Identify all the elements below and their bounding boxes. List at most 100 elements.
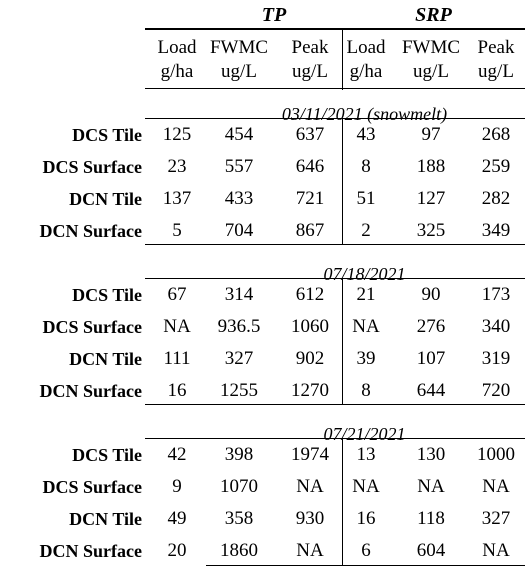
table-cell: 721: [295, 188, 325, 209]
row-label: DCN Surface: [39, 381, 142, 401]
row-label: DCS Surface: [42, 317, 143, 337]
table-cell: 1255: [220, 380, 258, 401]
row-label: DCN Surface: [39, 221, 142, 241]
table-cell: 259: [481, 156, 511, 177]
table-cell: 42: [167, 444, 187, 465]
top-rule: [145, 28, 525, 30]
table-cell: 604: [416, 540, 446, 561]
table-cell: 8: [361, 156, 371, 177]
table-cell: 23: [167, 156, 187, 177]
table-cell: 327: [224, 348, 254, 369]
table-cell: 454: [224, 124, 254, 145]
table-cell: NA: [482, 540, 510, 561]
table-cell: 137: [162, 188, 192, 209]
table-cell: 1860: [220, 540, 258, 561]
group-header-srp: SRP: [415, 4, 452, 26]
table-cell: 398: [224, 444, 254, 465]
group-separator: [342, 438, 343, 565]
row-label: DCS Tile: [72, 125, 142, 145]
table-cell: 902: [295, 348, 325, 369]
table-cell: NA: [163, 316, 191, 337]
table-cell: 6: [361, 540, 371, 561]
section-date: 07/21/2021: [323, 424, 406, 444]
column-header-unit: g/ha: [160, 61, 194, 82]
column-header-unit-name: Peak: [477, 37, 515, 58]
table-cell: 1060: [291, 316, 329, 337]
table-cell: NA: [352, 316, 380, 337]
table-cell: 125: [162, 124, 192, 145]
table-cell: 111: [163, 348, 191, 369]
table-cell: 188: [416, 156, 446, 177]
table-cell: 39: [356, 348, 376, 369]
table-cell: 9: [172, 476, 182, 497]
column-header-unit: g/ha: [349, 61, 383, 82]
group-separator: [342, 28, 343, 90]
table-cell: 127: [416, 188, 446, 209]
table-cell: 107: [416, 348, 446, 369]
row-label: DCN Surface: [39, 541, 142, 561]
table-cell: NA: [296, 476, 324, 497]
column-header-unit: ug/L: [221, 61, 257, 82]
group-header-tp: TP: [261, 4, 287, 26]
table-cell: 314: [224, 284, 254, 305]
table-cell: 67: [167, 284, 187, 305]
table-cell: 2: [361, 220, 371, 241]
group-separator: [342, 278, 343, 404]
column-header-unit-name: Load: [346, 37, 386, 58]
table-cell: 90: [421, 284, 441, 305]
date-rule-3: [145, 438, 525, 439]
table-cell: 173: [481, 284, 511, 305]
table-cell: 97: [421, 124, 441, 145]
column-header-unit: ug/L: [413, 61, 449, 82]
table-cell: 358: [224, 508, 254, 529]
table-cell: 433: [224, 188, 254, 209]
table-cell: 21: [356, 284, 376, 305]
column-header-unit-name: FWMC: [209, 37, 269, 58]
row-label: DCN Tile: [69, 509, 142, 529]
bottom-rule: [206, 565, 525, 566]
table-cell: 282: [481, 188, 511, 209]
table-cell: 1270: [291, 380, 329, 401]
column-header-unit: ug/L: [478, 61, 514, 82]
column-header-unit: ug/L: [292, 61, 328, 82]
table-cell: 13: [356, 444, 376, 465]
table-cell: 16: [167, 380, 187, 401]
table-cell: 130: [416, 444, 446, 465]
date-rule-2: [145, 278, 525, 279]
table-cell: 49: [167, 508, 187, 529]
table-cell: 646: [295, 156, 325, 177]
table-cell: 8: [361, 380, 371, 401]
table-cell: 118: [417, 508, 445, 529]
table-cell: 1974: [291, 444, 329, 465]
table-cell: 268: [481, 124, 511, 145]
table-cell: NA: [352, 476, 380, 497]
table-cell: 276: [416, 316, 446, 337]
row-label: DCS Surface: [42, 477, 143, 497]
row-label: DCN Tile: [69, 189, 142, 209]
table-cell: 340: [481, 316, 511, 337]
table-cell: 644: [416, 380, 446, 401]
column-header-rule: [145, 88, 525, 89]
table-cell: NA: [482, 476, 510, 497]
section-date: 07/18/2021: [323, 264, 406, 284]
table-cell: NA: [417, 476, 445, 497]
row-label: DCN Tile: [69, 349, 142, 369]
row-label: DCS Tile: [72, 445, 142, 465]
table-cell: 557: [224, 156, 254, 177]
table-cell: 1000: [477, 444, 515, 465]
table-cell: 319: [481, 348, 511, 369]
table-cell: 612: [295, 284, 325, 305]
table-cell: 20: [167, 540, 187, 561]
section-rule-1: [145, 244, 525, 245]
table-cell: 327: [481, 508, 511, 529]
row-label: DCS Surface: [42, 157, 143, 177]
column-header-unit-name: Load: [157, 37, 197, 58]
table-cell: 704: [224, 220, 254, 241]
table-cell: 51: [356, 188, 376, 209]
table-cell: 936.5: [217, 316, 261, 337]
table-cell: 43: [356, 124, 376, 145]
group-separator: [342, 118, 343, 244]
table-cell: 720: [481, 380, 511, 401]
section-rule-2: [145, 404, 525, 405]
